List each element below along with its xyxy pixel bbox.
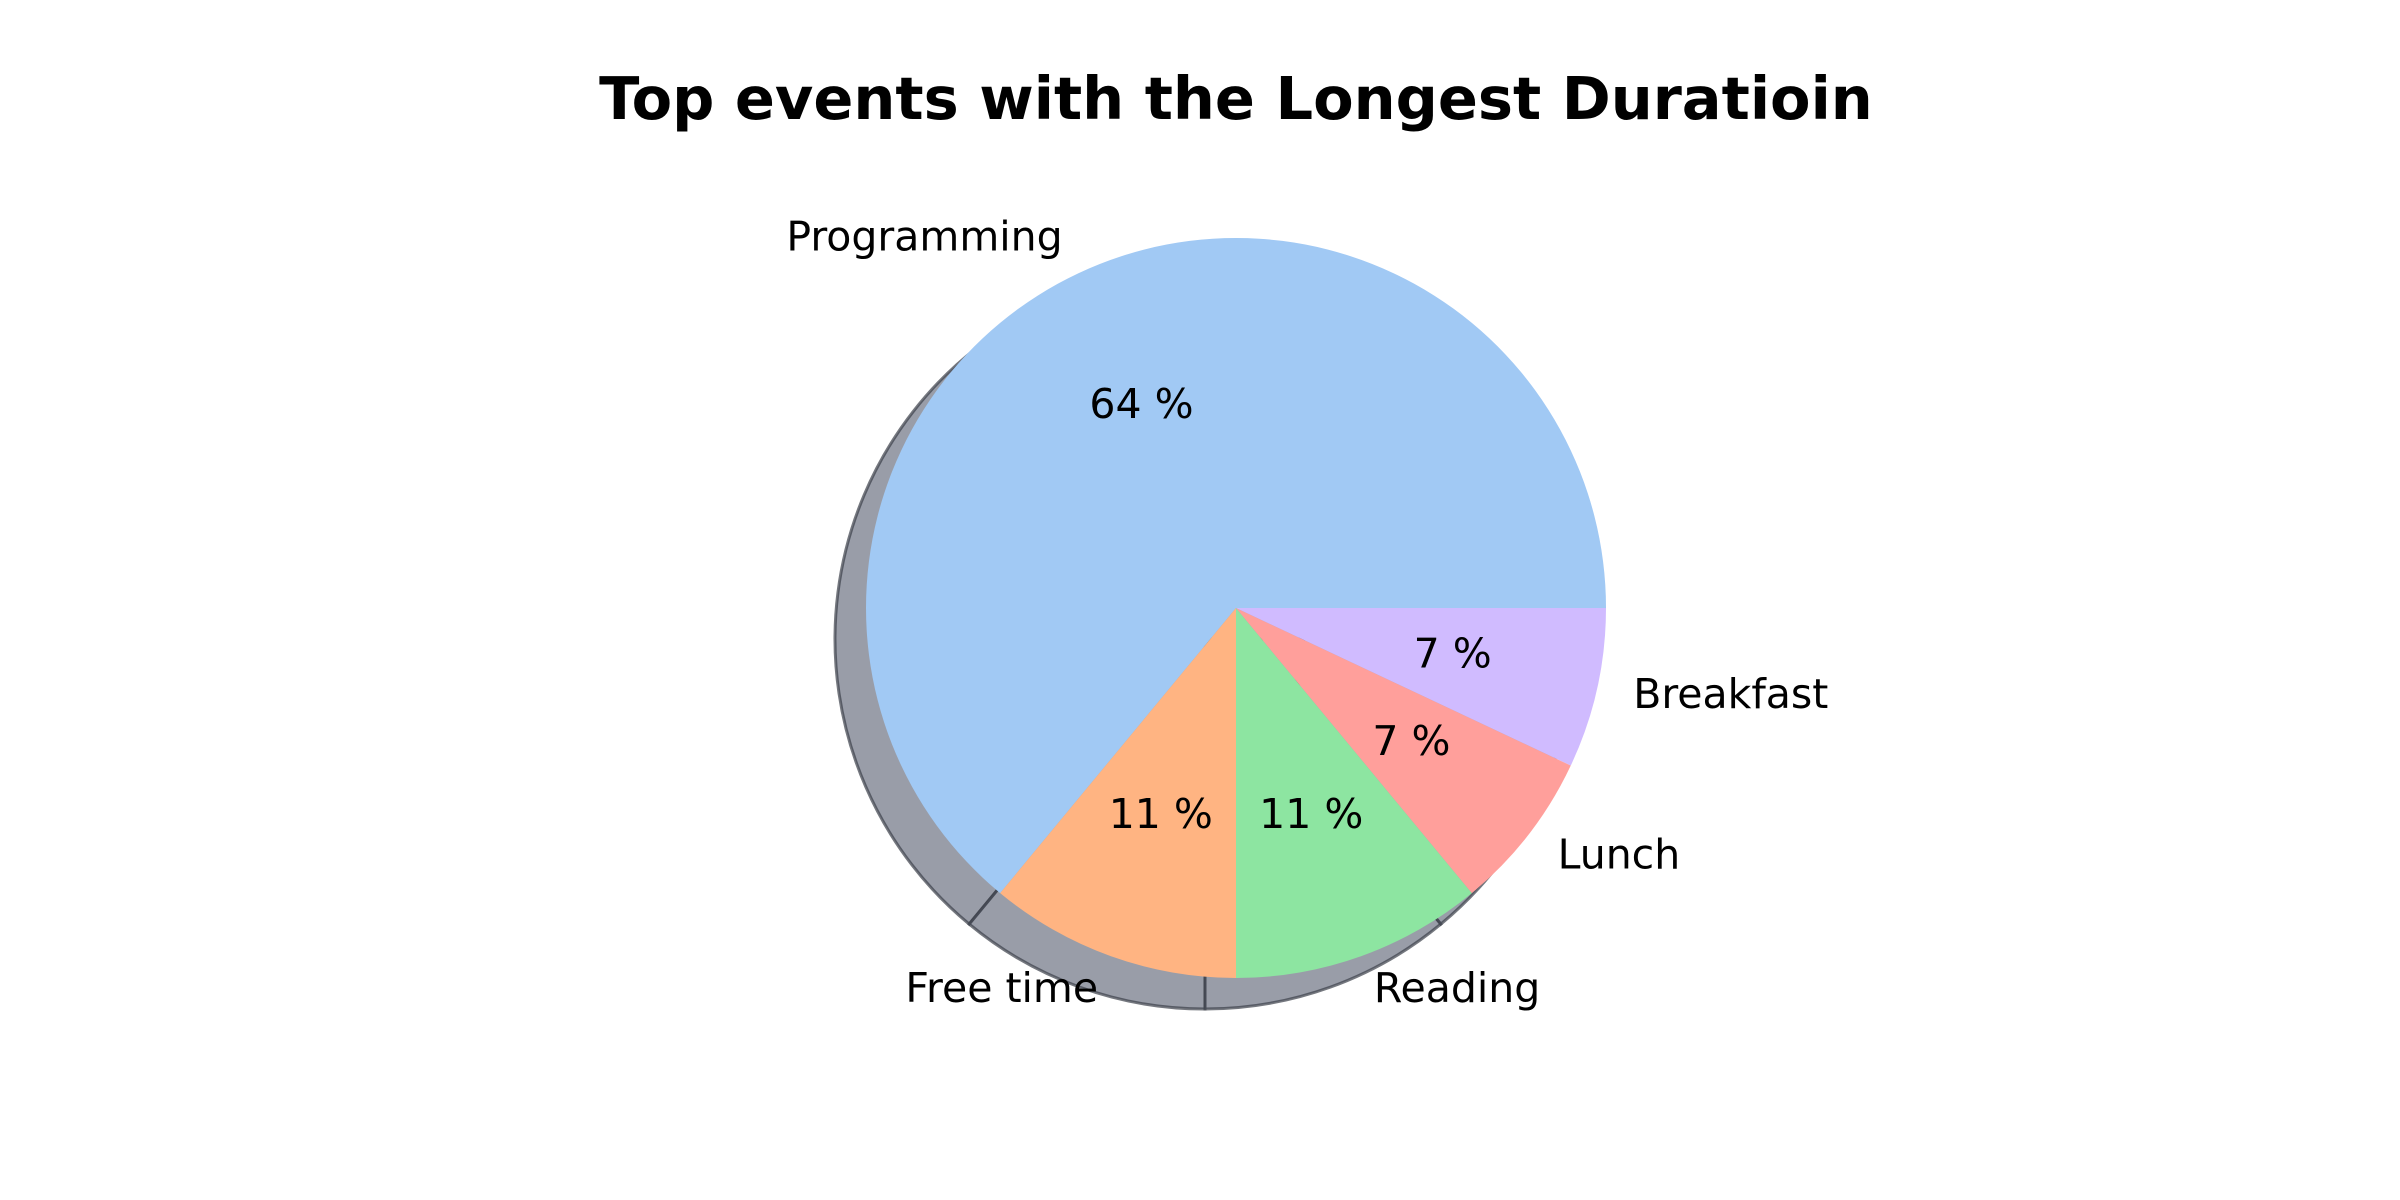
percent-lunch: 7 % (1372, 717, 1450, 765)
chart-title: Top events with the Longest Duratioin (599, 64, 1873, 133)
slice-free-time (1000, 608, 1236, 978)
pie-labels: Programming 64 % Free time 11 % Reading 11 % L… (786, 213, 1828, 1012)
percent-breakfast: 7 % (1414, 629, 1492, 677)
slice-lunch (1236, 608, 1571, 894)
slice-reading (1236, 608, 1472, 978)
slice-programming (866, 238, 1606, 894)
label-reading: Reading (1374, 964, 1540, 1012)
label-programming: Programming (786, 213, 1062, 261)
percent-programming: 64 % (1089, 380, 1193, 428)
pie-slices (866, 238, 1606, 978)
label-breakfast: Breakfast (1633, 670, 1828, 718)
label-lunch: Lunch (1558, 831, 1681, 879)
percent-free-time: 11 % (1109, 790, 1213, 838)
label-free-time: Free time (905, 964, 1098, 1012)
percent-reading: 11 % (1259, 790, 1363, 838)
slice-breakfast (1236, 608, 1606, 766)
